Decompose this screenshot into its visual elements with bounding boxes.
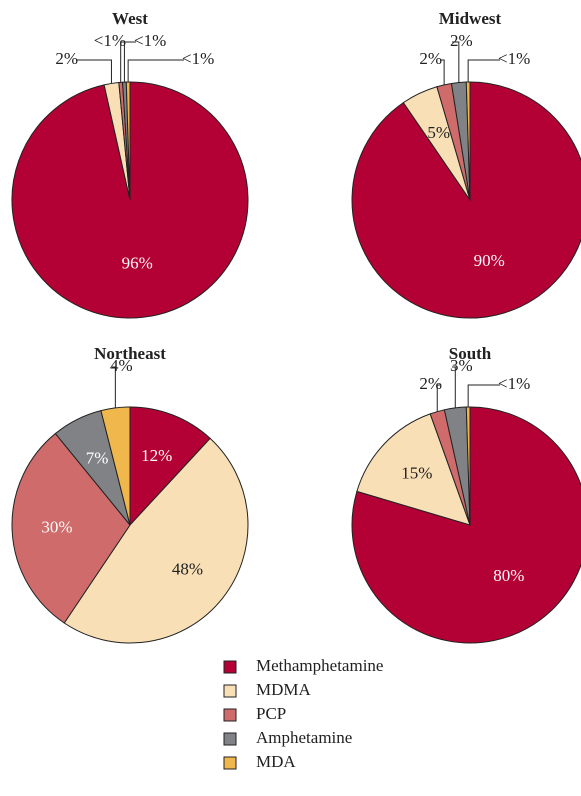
slice-label: 5% bbox=[427, 123, 450, 142]
slice-label: <1% bbox=[182, 49, 214, 68]
leader-line bbox=[76, 59, 112, 84]
pie-title: Midwest bbox=[439, 9, 502, 28]
legend-swatch bbox=[223, 684, 237, 698]
legend-label: Amphetamine bbox=[256, 728, 352, 747]
leader-line bbox=[112, 366, 116, 408]
legend-swatch bbox=[223, 756, 237, 770]
pie-slice bbox=[63, 437, 249, 644]
pie-slice bbox=[11, 432, 131, 624]
slice-label: 48% bbox=[172, 559, 203, 578]
slice-label: 15% bbox=[401, 464, 432, 483]
pie-slice bbox=[356, 413, 471, 526]
slice-label: 90% bbox=[474, 251, 505, 270]
leader-line bbox=[440, 59, 445, 85]
slice-label: 80% bbox=[493, 566, 524, 585]
pie-slice bbox=[129, 406, 211, 527]
legend-swatch bbox=[223, 660, 237, 674]
slice-label: 2% bbox=[55, 49, 78, 68]
leader-line bbox=[467, 384, 500, 408]
leader-line bbox=[127, 59, 184, 83]
leader-line bbox=[452, 41, 460, 83]
leader-line bbox=[467, 59, 500, 83]
slice-label: 30% bbox=[41, 517, 72, 536]
leader-line bbox=[120, 41, 124, 83]
legend-label: PCP bbox=[256, 704, 286, 723]
pie-title: Northeast bbox=[94, 344, 166, 363]
slice-label: 3% bbox=[450, 356, 473, 375]
leader-line bbox=[452, 366, 456, 408]
slice-label: 4% bbox=[110, 356, 133, 375]
slice-label: <1% bbox=[94, 31, 126, 50]
slice-label: 2% bbox=[450, 31, 473, 50]
pie-title: South bbox=[449, 344, 492, 363]
legend-label: Methamphetamine bbox=[256, 656, 383, 675]
legend-label: MDA bbox=[256, 752, 296, 771]
pie-slice bbox=[11, 81, 249, 319]
slice-label: 2% bbox=[419, 49, 442, 68]
pie-slice bbox=[100, 406, 131, 526]
pie-slice bbox=[351, 81, 581, 319]
slice-label: 2% bbox=[419, 374, 442, 393]
legend-label: MDMA bbox=[256, 680, 312, 699]
legend-swatch bbox=[223, 708, 237, 722]
slice-label: <1% bbox=[134, 31, 166, 50]
pie-title: West bbox=[112, 9, 148, 28]
pie-slice bbox=[465, 406, 471, 526]
leader-line bbox=[436, 384, 440, 412]
slice-label: 12% bbox=[141, 446, 172, 465]
slice-label: <1% bbox=[498, 49, 530, 68]
slice-label: <1% bbox=[498, 374, 530, 393]
slice-label: 96% bbox=[122, 253, 153, 272]
leader-line bbox=[123, 41, 136, 83]
legend-swatch bbox=[223, 732, 237, 746]
pie-slice bbox=[351, 406, 581, 644]
slice-label: 7% bbox=[86, 449, 109, 468]
